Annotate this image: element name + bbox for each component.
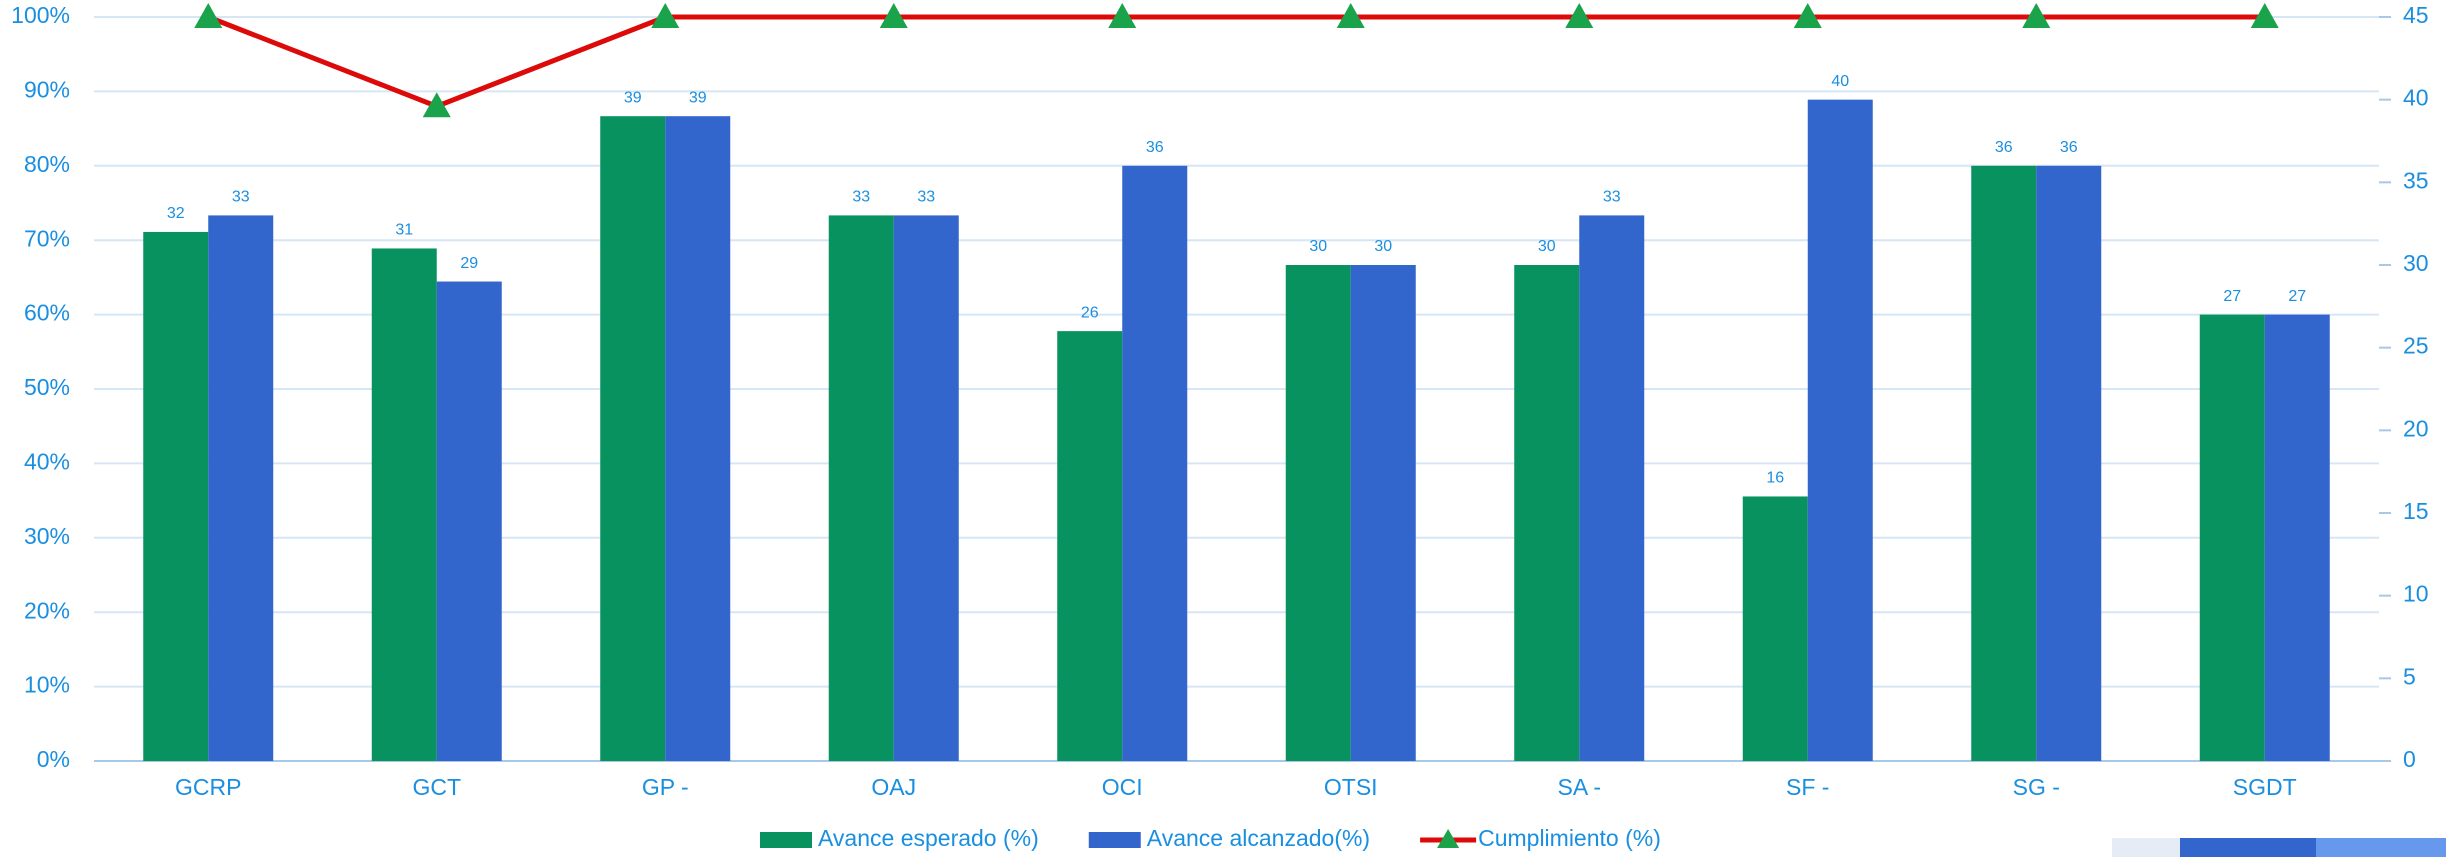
- bar: [436, 281, 502, 761]
- y2-tick-label: 20: [2403, 415, 2429, 441]
- marker: [2250, 3, 2279, 28]
- value-label: 29: [460, 255, 478, 272]
- bar: [1122, 165, 1188, 762]
- bar: [1807, 99, 1873, 761]
- bar: [1971, 165, 2037, 762]
- legend-label: Cumplimiento (%): [1478, 825, 1661, 851]
- marker: [1793, 3, 1822, 28]
- bar: [143, 231, 209, 761]
- value-label: 27: [2223, 288, 2241, 305]
- x-tick-label: SG -: [2013, 774, 2060, 800]
- value-label: 27: [2288, 288, 2306, 305]
- legend-swatch: [760, 832, 812, 848]
- marker: [194, 3, 223, 28]
- marker: [879, 3, 908, 28]
- bar: [665, 116, 731, 761]
- y2-tick-label: 35: [2403, 167, 2429, 193]
- x-tick-label: OCI: [1102, 774, 1143, 800]
- y2-tick-label: 0: [2403, 746, 2416, 772]
- y-tick-label: 60%: [24, 300, 70, 326]
- y2-tick-label: 10: [2403, 581, 2429, 607]
- value-label: 16: [1766, 470, 1784, 487]
- y-tick-label: 40%: [24, 448, 70, 474]
- y2-tick-label: 45: [2403, 2, 2429, 28]
- bar: [1285, 265, 1351, 761]
- footer-bar: [2316, 838, 2446, 857]
- marker: [1565, 3, 1594, 28]
- bar: [1350, 265, 1416, 761]
- legend-swatch: [1437, 829, 1460, 848]
- x-tick-label: GCRP: [175, 774, 241, 800]
- value-label: 30: [1309, 238, 1327, 255]
- x-tick-label: OAJ: [871, 774, 916, 800]
- marker: [422, 92, 451, 118]
- bar: [600, 116, 666, 761]
- value-label: 33: [1603, 189, 1621, 206]
- marker: [651, 3, 680, 28]
- line: [207, 14, 2265, 109]
- x-tick-label: GCT: [412, 774, 461, 800]
- value-label: 33: [917, 189, 935, 206]
- marker: [2022, 3, 2051, 28]
- bar: [2264, 314, 2330, 761]
- bar: [1057, 331, 1123, 761]
- y-tick-label: 70%: [24, 225, 70, 251]
- bar: [893, 215, 959, 761]
- value-label: 30: [1374, 238, 1392, 255]
- value-label: 36: [1995, 139, 2013, 156]
- y-tick-label: 50%: [24, 374, 70, 400]
- value-label: 39: [689, 89, 707, 106]
- value-label: 36: [2060, 139, 2078, 156]
- bar: [1514, 265, 1580, 761]
- bar: [1742, 496, 1808, 761]
- bar: [2036, 165, 2102, 762]
- value-label: 36: [1146, 139, 1164, 156]
- value-label: 39: [624, 89, 642, 106]
- x-tick-label: SF -: [1786, 774, 1829, 800]
- x-tick-label: SGDT: [2233, 774, 2297, 800]
- y-tick-label: 100%: [11, 2, 70, 28]
- x-tick-label: OTSI: [1324, 774, 1378, 800]
- value-label: 33: [852, 189, 870, 206]
- marker: [1108, 3, 1137, 28]
- y-tick-label: 0%: [37, 746, 70, 772]
- legend-label: Avance alcanzado(%): [1147, 825, 1370, 851]
- value-label: 30: [1538, 238, 1556, 255]
- bar: [371, 248, 437, 761]
- bar: [208, 215, 274, 761]
- footer-bar: [2180, 838, 2316, 857]
- x-tick-label: SA -: [1558, 774, 1601, 800]
- legend-swatch: [1088, 832, 1141, 848]
- value-label: 32: [167, 205, 185, 222]
- x-tick-label: GP -: [642, 774, 689, 800]
- y2-tick-label: 25: [2403, 333, 2429, 359]
- legend-label: Avance esperado (%): [818, 825, 1039, 851]
- y2-tick-label: 15: [2403, 498, 2429, 524]
- y-tick-label: 10%: [24, 672, 70, 698]
- value-label: 40: [1831, 73, 1849, 90]
- bar: [2199, 314, 2265, 761]
- y-tick-label: 80%: [24, 151, 70, 177]
- value-label: 33: [232, 189, 250, 206]
- y-tick-label: 20%: [24, 597, 70, 623]
- value-label: 26: [1081, 304, 1099, 321]
- y-tick-label: 90%: [24, 76, 70, 102]
- bar: [1579, 215, 1645, 761]
- logo-box: [2112, 838, 2180, 857]
- marker: [1336, 3, 1365, 28]
- y2-tick-label: 5: [2403, 663, 2416, 689]
- value-label: 31: [395, 222, 413, 239]
- y-tick-label: 30%: [24, 523, 70, 549]
- bar: [828, 215, 894, 761]
- y2-tick-label: 40: [2403, 85, 2429, 111]
- y2-tick-label: 30: [2403, 250, 2429, 276]
